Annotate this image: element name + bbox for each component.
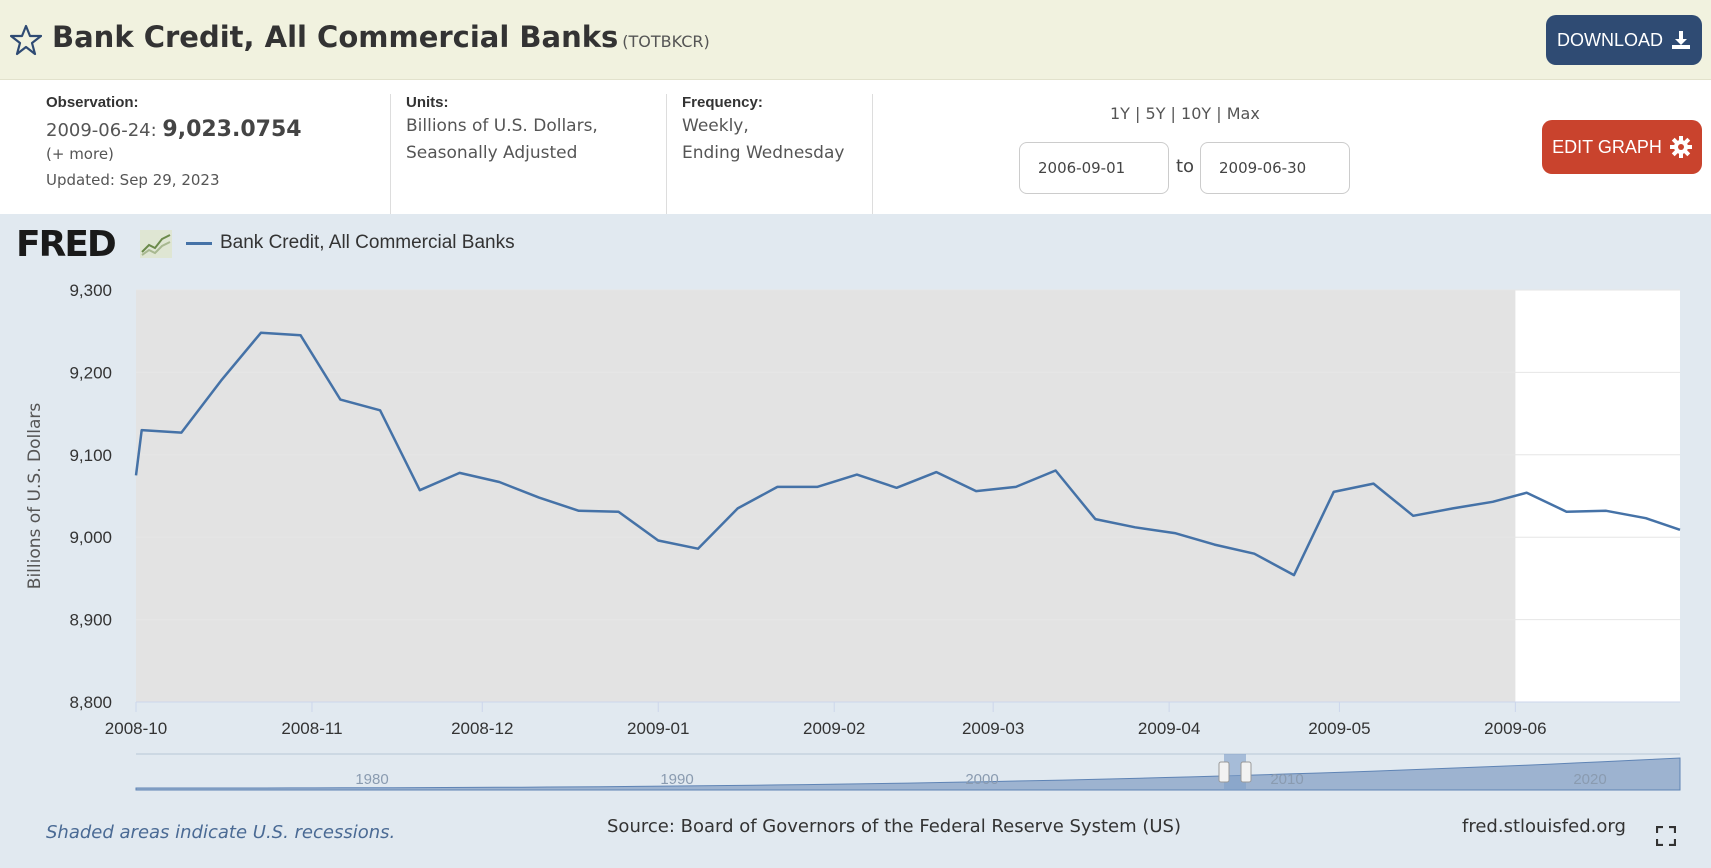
gear-icon	[1669, 136, 1692, 158]
chart-legend: Bank Credit, All Commercial Banks	[186, 232, 515, 254]
site-link[interactable]: fred.stlouisfed.org	[1462, 816, 1626, 837]
navigator-handle	[1240, 761, 1252, 783]
x-tick-label: 2008-12	[451, 719, 513, 738]
x-tick-label: 2009-06	[1484, 719, 1546, 738]
observation-date: 2009-06-24:	[46, 120, 157, 141]
navigator-tick-label: 1990	[660, 771, 693, 788]
x-tick-label: 2008-11	[281, 719, 342, 738]
units-label: Units:	[406, 94, 449, 111]
download-label: DOWNLOAD	[1556, 29, 1663, 50]
legend-swatch	[186, 241, 212, 245]
frequency-block: Frequency: Weekly, Ending Wednesday	[682, 94, 844, 167]
frequency-line2: Ending Wednesday	[682, 143, 845, 163]
frequency-label: Frequency:	[682, 94, 763, 111]
fullscreen-icon[interactable]	[1656, 826, 1676, 846]
y-tick-label: 9,300	[69, 281, 112, 300]
recession-shade	[136, 290, 1516, 702]
y-tick-label: 9,200	[69, 363, 112, 382]
x-tick-label: 2009-03	[962, 719, 1024, 738]
edit-graph-label: EDIT GRAPH	[1552, 136, 1662, 157]
y-tick-label: 9,100	[69, 446, 112, 465]
navigator-series	[135, 757, 1681, 791]
units-block: Units: Billions of U.S. Dollars, Seasona…	[406, 94, 598, 167]
legend-label: Bank Credit, All Commercial Banks	[220, 232, 515, 253]
divider	[666, 94, 667, 214]
observation-line: 2009-06-24: 9,023.0754	[46, 117, 302, 142]
end-date-input[interactable]: 2009-06-30	[1200, 142, 1350, 194]
page-title: Bank Credit, All Commercial Banks (TOTBKC…	[52, 20, 710, 54]
x-tick-label: 2009-04	[1138, 719, 1200, 738]
series-meta: Observation: 2009-06-24: 9,023.0754 (+ m…	[0, 80, 1711, 214]
x-tick-label: 2009-02	[803, 719, 865, 738]
y-tick-label: 8,800	[69, 693, 112, 712]
series-title: Bank Credit, All Commercial Banks	[52, 20, 619, 54]
updated-text: Updated: Sep 29, 2023	[46, 171, 220, 189]
navigator-tick-label: 2010	[1270, 771, 1303, 788]
units-line1: Billions of U.S. Dollars,	[406, 116, 598, 136]
line-chart[interactable]: 8,800 8,900 9,000 9,100 9,200 9,300 2008-10 200…	[0, 214, 1711, 868]
observation-value: 9,023.0754	[162, 117, 302, 142]
recession-note: Shaded areas indicate U.S. recessions.	[46, 822, 396, 843]
star-outline-icon[interactable]	[10, 24, 42, 56]
divider	[872, 94, 873, 214]
x-tick-label: 2009-01	[627, 719, 689, 738]
edit-graph-button[interactable]: EDIT GRAPH	[1542, 120, 1702, 174]
navigator-tick-label: 2020	[1573, 771, 1606, 788]
navigator-tick-label: 1980	[355, 771, 388, 788]
x-tick-label: 2009-05	[1308, 719, 1370, 738]
series-line	[134, 331, 1681, 577]
y-tick-label: 8,900	[69, 611, 112, 630]
y-axis-label: Billions of U.S. Dollars	[25, 403, 45, 590]
series-header: Bank Credit, All Commercial Banks (TOTBKC…	[0, 0, 1711, 80]
fred-chart-icon	[140, 230, 172, 258]
navigator-tick-label: 2000	[965, 771, 998, 788]
frequency-line1: Weekly,	[682, 116, 749, 136]
range-links[interactable]: 1Y | 5Y | 10Y | Max	[1110, 104, 1260, 123]
y-tick-label: 9,000	[69, 528, 112, 547]
navigator-handle	[1218, 761, 1230, 783]
chart-panel: FRED Bank Credit, All Commercial Banks 8…	[0, 214, 1711, 868]
observation-block: Observation: 2009-06-24: 9,023.0754 (+ m…	[46, 94, 302, 194]
x-tick-label: 2008-10	[105, 719, 167, 738]
download-icon	[1672, 31, 1690, 49]
series-id: (TOTBKCR)	[622, 32, 710, 51]
divider	[390, 94, 391, 214]
navigator-window	[1224, 754, 1246, 790]
source-text: Source: Board of Governors of the Federa…	[607, 816, 1181, 837]
more-link[interactable]: (+ more)	[46, 145, 114, 163]
start-date-input[interactable]: 2006-09-01	[1019, 142, 1169, 194]
units-line2: Seasonally Adjusted	[406, 143, 578, 163]
fred-logo: FRED	[16, 224, 117, 265]
to-label: to	[1176, 156, 1195, 177]
observation-label: Observation:	[46, 94, 139, 111]
download-button[interactable]: DOWNLOAD	[1546, 15, 1702, 65]
